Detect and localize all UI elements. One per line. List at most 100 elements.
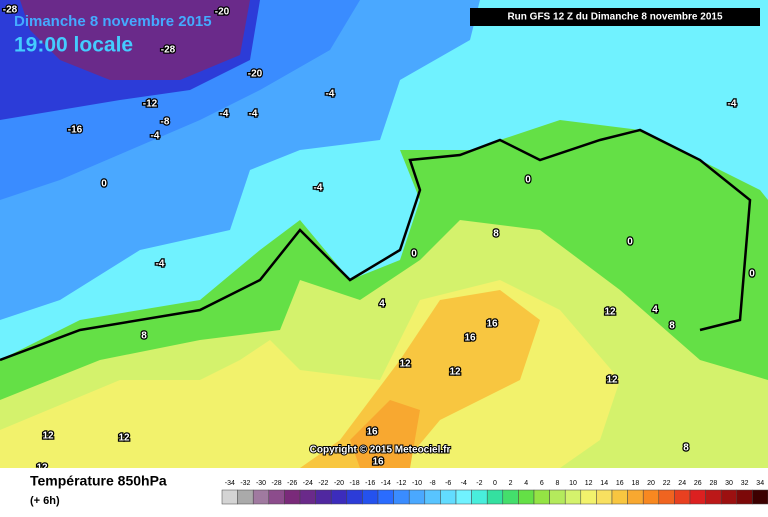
- colorbar-label: -24: [303, 480, 313, 487]
- colorbar-label: 32: [741, 480, 749, 487]
- colorbar-swatch: [424, 489, 441, 505]
- contour-label: 12: [118, 433, 130, 444]
- colorbar-swatch: [315, 489, 332, 505]
- contour-label: -20: [215, 7, 230, 18]
- colorbar-label: 14: [600, 480, 608, 487]
- contour-label: 0: [749, 269, 755, 280]
- colorbar-label: 28: [710, 480, 718, 487]
- colorbar-swatch: [440, 489, 457, 505]
- colorbar-swatch: [642, 489, 660, 505]
- colorbar-swatch: [346, 489, 363, 505]
- colorbar-swatch: [518, 489, 535, 505]
- colorbar-label: 2: [509, 480, 513, 487]
- contour-label: 4: [652, 305, 658, 316]
- colorbar-swatch: [564, 489, 582, 505]
- colorbar-label: -4: [461, 480, 467, 487]
- colorbar-swatch: [237, 489, 254, 505]
- colorbar-swatch: [330, 489, 348, 505]
- colorbar-label: 34: [756, 480, 764, 487]
- contour-label: -20: [248, 69, 263, 80]
- contour-label: 8: [683, 443, 689, 454]
- contour-label: -28: [161, 45, 176, 56]
- colorbar-label: -2: [476, 480, 482, 487]
- contour-label: 16: [486, 319, 498, 330]
- colorbar-swatch: [362, 489, 379, 505]
- hot-region: [350, 400, 420, 468]
- colorbar-swatch: [658, 489, 675, 505]
- contour-label: 12: [42, 431, 54, 442]
- contour-label: -4: [314, 183, 323, 194]
- contour-label: 0: [411, 249, 417, 260]
- colorbar-label: -8: [429, 480, 435, 487]
- colorbar-label: -32: [240, 480, 250, 487]
- date: Dimanche 8 novembre 2015: [14, 13, 212, 30]
- colorbar-swatch: [486, 489, 504, 505]
- contour-label: -4: [249, 109, 258, 120]
- colorbar-swatch: [736, 489, 753, 505]
- contour-label: -8: [161, 117, 170, 128]
- contour-labels: -28 -20-28-20-12-16-8-4-4 -4-4-4-400488161…: [2, 3, 757, 475]
- colorbar-label: 26: [694, 480, 702, 487]
- contour-label: 16: [372, 457, 384, 468]
- contour-label: -4: [220, 109, 229, 120]
- colorbar-swatch: [689, 489, 706, 505]
- colorbar-label: -20: [334, 480, 344, 487]
- colorbar-label: 16: [616, 480, 624, 487]
- colorbar-swatch: [752, 489, 768, 505]
- colorbar-label: -28: [272, 480, 282, 487]
- colorbar-swatch: [377, 489, 394, 505]
- run-banner: [470, 8, 760, 26]
- contour-label: -4: [151, 131, 160, 142]
- colorbar-label: -14: [381, 480, 391, 487]
- contour-label: 0: [525, 175, 531, 186]
- colorbar-label: -22: [318, 480, 328, 487]
- contour-label: 0: [101, 179, 107, 190]
- colorbar-label: -34: [225, 480, 235, 487]
- contour-label: 8: [141, 331, 147, 342]
- colorbar-swatch: [580, 489, 597, 505]
- colorbar-swatch: [533, 489, 550, 505]
- colorbar-label: 8: [555, 480, 559, 487]
- colorbar-swatch: [221, 489, 238, 505]
- contour-label: 12: [606, 375, 618, 386]
- colorbar-label: 20: [647, 480, 655, 487]
- local-time: 19:00 locale: [14, 34, 133, 57]
- colorbar-swatch: [627, 489, 644, 505]
- contour-label: -4: [156, 259, 165, 270]
- contour-label: 12: [604, 307, 616, 318]
- colorbar-swatch: [502, 489, 519, 505]
- colorbar-label: -18: [350, 480, 360, 487]
- zero-isotherm: [0, 128, 752, 362]
- colorbar-swatch: [674, 489, 691, 505]
- colorbar-label: 18: [632, 480, 640, 487]
- colorbar-swatch: [471, 489, 488, 505]
- colorbar-swatch: [252, 489, 270, 505]
- forecast-step: (+ 6h): [30, 495, 60, 507]
- colorbar-swatch: [720, 489, 738, 505]
- colorbar-swatch: [268, 489, 285, 505]
- colorbar-swatch: [455, 489, 472, 505]
- colorbar-label: 6: [540, 480, 544, 487]
- colorbar-swatch: [299, 489, 316, 505]
- contour-label: -16: [68, 125, 83, 136]
- colorbar-label: -6: [445, 480, 451, 487]
- colorbar-swatch: [408, 489, 426, 505]
- contour-label: 16: [366, 427, 378, 438]
- colorbar-swatch: [284, 489, 301, 505]
- contour-label: 8: [493, 229, 499, 240]
- colorbar: -34 -32 -30 -28 -26 -24 -22 -20 -18 -16 -14 -12 -10-…: [221, 480, 768, 505]
- colorbar-label: -30: [256, 480, 266, 487]
- contour-label: 4: [379, 299, 385, 310]
- colorbar-label: 10: [569, 480, 577, 487]
- colorbar-swatch: [596, 489, 613, 505]
- colorbar-label: -12: [396, 480, 406, 487]
- colorbar-label: 30: [725, 480, 733, 487]
- colorbar-swatch: [393, 489, 410, 505]
- contour-label: -28: [3, 5, 18, 16]
- contour-label: 8: [669, 321, 675, 332]
- colorbar-swatch: [705, 489, 722, 505]
- run-info: Run GFS 12 Z du Dimanche 8 novembre 2015: [507, 12, 723, 23]
- field-title: Température 850hPa: [30, 473, 167, 489]
- colorbar-label: -16: [365, 480, 375, 487]
